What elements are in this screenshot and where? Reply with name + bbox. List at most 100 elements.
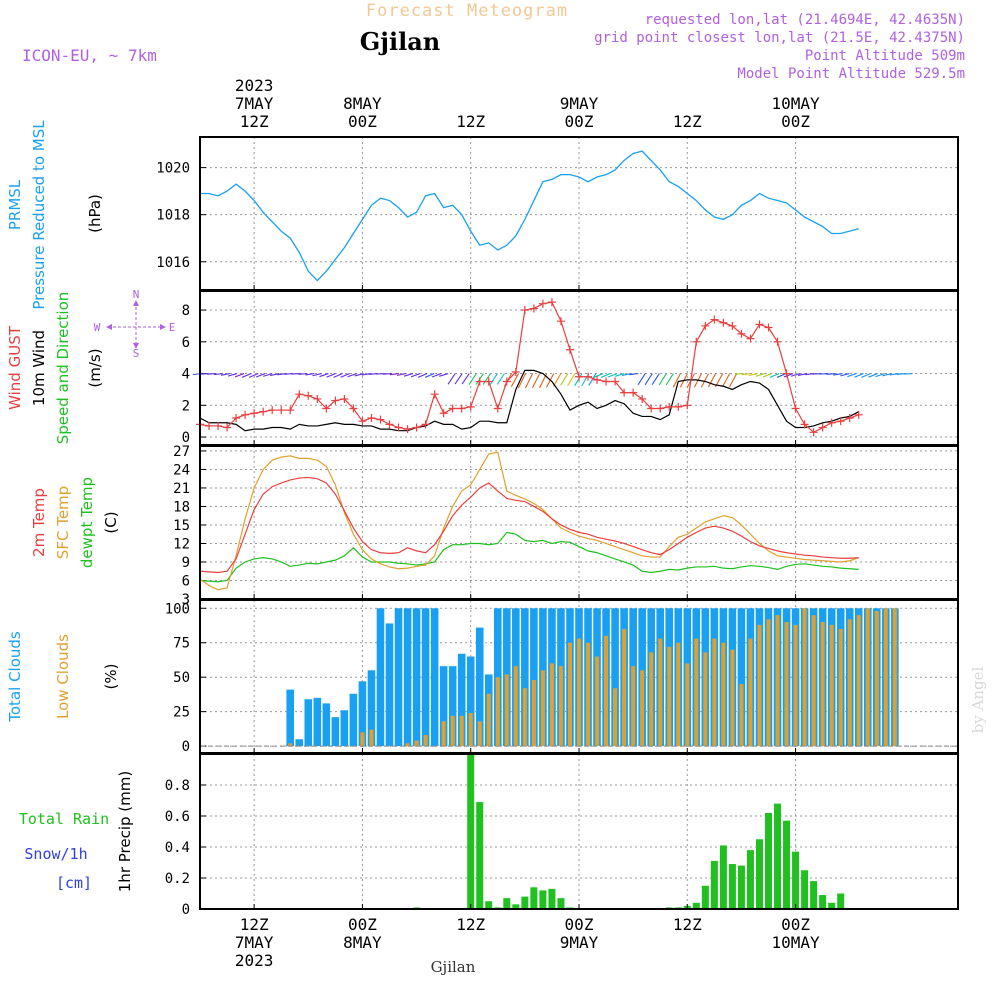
total-cloud-bar [737,608,746,747]
wind-arrow [220,373,231,376]
wind-arrow [347,373,357,378]
top-time-label: 9MAY [560,94,599,113]
wind-arrow [298,373,308,375]
total-cloud-bar [466,656,475,747]
temp-line-2 [199,531,859,583]
y-tick-label: 8 [182,303,190,319]
watermark: by Angel [969,666,987,733]
model-label: ICON-EU, ~ 7km [22,46,157,65]
low-cloud-bar [441,721,446,747]
total-cloud-bar [295,739,304,747]
low-cloud-bar [766,619,771,747]
total-cloud-bar [358,681,367,747]
y-tick-label: 25 [173,705,190,721]
legend-snow: Snow/1h [24,845,87,863]
wind-arrow [517,373,527,389]
wind-arrow [722,373,731,388]
wind-gust-marker [575,372,583,381]
wind-arrow [461,373,470,385]
wind-gust-marker [295,390,304,399]
wind-gust-marker [403,425,412,434]
panel-label-temp-0: 2m Temp [30,488,48,557]
panel-label-clouds-0: Total Clouds [6,631,24,723]
total-cloud-bar [286,689,295,747]
wind-gust-marker [665,402,674,411]
wind-arrow [622,373,632,377]
legend-total-rain: Total Rain [19,810,109,828]
rain-bar [710,860,718,909]
wind-speed-line [199,369,860,432]
total-cloud-bar [367,670,376,747]
wind-arrow [340,373,350,378]
compass-e: E [169,321,176,334]
low-cloud-bar [856,615,861,747]
wind-arrow [454,373,463,385]
plot-area: 1016101810200246836912151821242702550751… [156,76,959,970]
total-cloud-bar [394,608,403,747]
panel-precip: 0 0.2 0.4 0.6 0.8 [165,753,959,918]
y-tick-label: 0 [182,739,190,755]
rain-bar [485,901,493,909]
wind-gust-marker [421,420,430,429]
panel-label-wind-2: Speed and Direction [54,292,72,445]
wind-arrow [291,373,301,375]
panel-temp: 3 6 9 12 15 18 21 24 27 [173,444,959,608]
wind-arrow [762,373,773,378]
rain-bar [783,820,791,909]
low-cloud-bar [883,608,888,747]
wind-gust-marker [764,323,773,332]
low-cloud-bar [775,615,780,747]
low-cloud-bar [459,715,464,747]
wind-compass: N S W E [94,288,176,360]
rain-bar [521,896,529,909]
wind-arrow [798,373,808,376]
wind-arrow [227,373,238,377]
rain-bar [539,890,547,909]
wind-arrow [882,373,892,377]
wind-gust-marker [584,372,593,381]
rain-bar [774,803,782,909]
y-tick-label: 18 [173,499,190,515]
low-cloud-bar [667,646,672,747]
wind-gust-marker [845,414,854,423]
wind-gust-marker [565,345,574,354]
total-cloud-bar [611,608,619,747]
wind-gust-marker [547,298,556,307]
y-tick-label: 100 [165,601,190,617]
wind-gust-marker [277,406,286,415]
wind-arrow [755,373,766,377]
compass-s: S [133,347,140,360]
rain-bar [810,881,818,909]
panel-label-wind-3: (m/s) [86,348,104,387]
wind-gust-marker [349,404,358,413]
wind-arrow [567,373,576,386]
wind-arrow [776,373,787,378]
wind-gust-marker [647,404,656,413]
bottom-time-label: 12Z [456,915,485,934]
total-cloud-bar [385,623,394,747]
wind-gust-marker [620,388,629,397]
wind-arrow [424,373,435,378]
wind-gust-marker [692,337,701,346]
low-cloud-bar [784,622,789,747]
low-cloud-bar [522,688,527,747]
wind-gust-marker [484,377,493,386]
wind-gust-marker [250,409,259,418]
top-time-label: 7MAY [235,94,274,113]
low-cloud-bar [513,666,518,747]
low-cloud-bar [811,615,816,747]
y-tick-label: 3 [182,592,190,608]
low-cloud-bar [676,642,681,747]
wind-arrow [658,373,667,386]
wind-gust-marker [439,409,448,418]
total-cloud-bar [421,608,430,747]
bottom-time-label: 7MAY [235,933,274,952]
total-cloud-bar [322,703,331,747]
panel-pressure: 1016 1018 1020 [156,136,959,291]
low-cloud-bar [748,638,753,747]
low-cloud-bar [567,642,572,747]
wind-arrow [468,373,477,385]
low-cloud-bar [423,735,428,747]
wind-gust-marker [719,318,728,327]
panel-label-pressure-2: (hPa) [86,194,104,233]
